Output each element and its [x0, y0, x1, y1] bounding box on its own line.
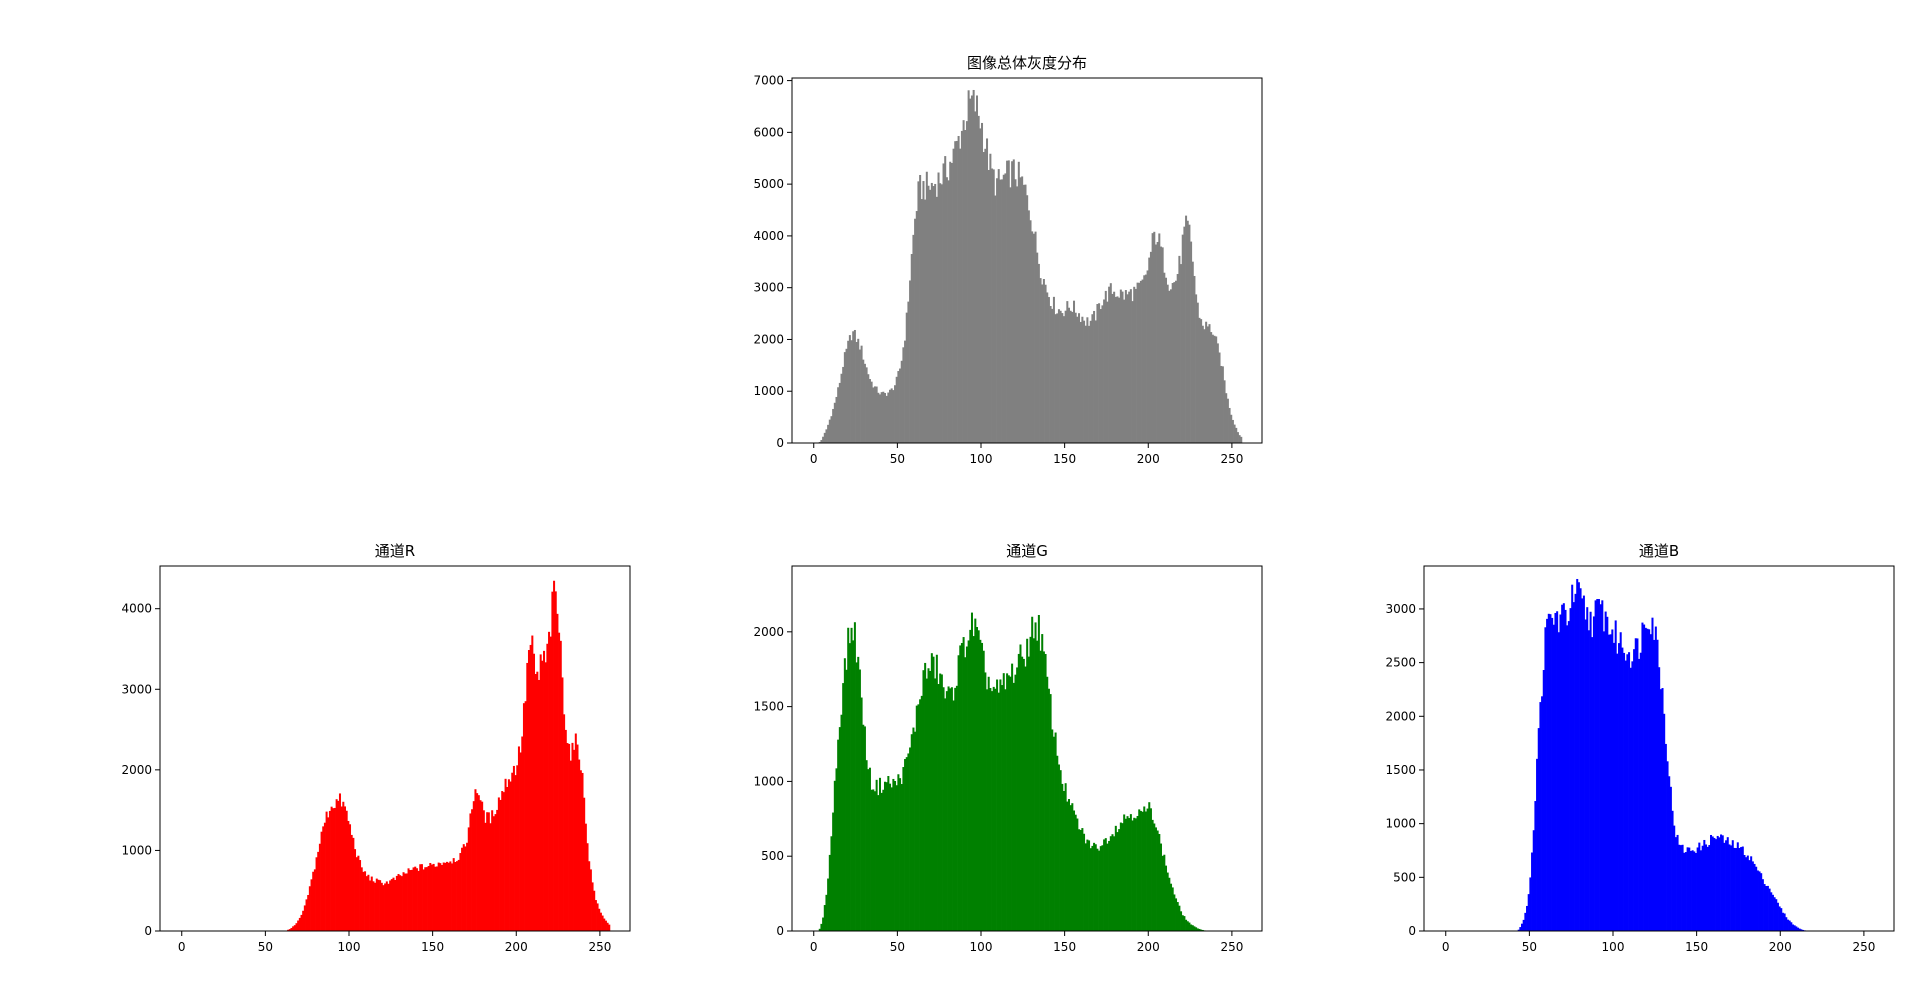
chart-title-gray: 图像总体灰度分布 [967, 54, 1087, 72]
x-tick-label: 250 [1220, 940, 1243, 954]
y-tick-label: 2000 [121, 763, 152, 777]
x-tick-label: 0 [178, 940, 186, 954]
x-tick-label: 100 [338, 940, 361, 954]
x-tick-label: 150 [1053, 940, 1076, 954]
chart-title-r: 通道R [375, 542, 415, 560]
x-tick-label: 200 [1137, 940, 1160, 954]
x-tick-label: 150 [1053, 452, 1076, 466]
x-tick-label: 0 [810, 452, 818, 466]
y-tick-label: 6000 [753, 125, 784, 139]
x-tick-label: 150 [421, 940, 444, 954]
x-tick-label: 50 [890, 940, 905, 954]
subplot-g: 0 50 100 150 200 250 0 500 1000 1500 2000 通道G [753, 542, 1262, 954]
y-tick-label: 3000 [121, 682, 152, 696]
bars-gray [819, 90, 1243, 443]
x-tick-label: 200 [1137, 452, 1160, 466]
y-tick-label: 2000 [753, 332, 784, 346]
histogram-bar [1240, 437, 1242, 443]
x-tick-label: 50 [258, 940, 273, 954]
bars-r [285, 581, 610, 931]
x-tick-label: 250 [1220, 452, 1243, 466]
y-tick-label: 500 [761, 849, 784, 863]
y-tick-label: 2000 [1385, 709, 1416, 723]
y-tick-label: 1000 [121, 843, 152, 857]
bars-b [1518, 579, 1808, 931]
x-tick-label: 200 [505, 940, 528, 954]
x-tick-label: 250 [588, 940, 611, 954]
y-tick-label: 3000 [1385, 602, 1416, 616]
y-tick-label: 1500 [1385, 763, 1416, 777]
y-tick-label: 7000 [753, 74, 784, 88]
y-tick-label: 2500 [1385, 656, 1416, 670]
y-tick-label: 2000 [753, 625, 784, 639]
x-tick-label: 150 [1685, 940, 1708, 954]
y-tick-label: 500 [1393, 870, 1416, 884]
bars-g [819, 613, 1207, 931]
x-tick-label: 100 [970, 940, 993, 954]
x-tick-label: 100 [1602, 940, 1625, 954]
y-tick-label: 0 [144, 924, 152, 938]
subplot-r: 0 50 100 150 200 250 0 1000 2000 3000 4000 通道R [121, 542, 630, 954]
subplot-gray: 0 50 100 150 200 250 0 1000 2000 3000 4000 5000 6000… [753, 54, 1262, 466]
y-tick-label: 3000 [753, 281, 784, 295]
y-tick-label: 4000 [121, 602, 152, 616]
y-tick-label: 1000 [753, 774, 784, 788]
y-tick-label: 4000 [753, 229, 784, 243]
x-tick-label: 50 [890, 452, 905, 466]
y-tick-label: 0 [776, 924, 784, 938]
y-tick-label: 1000 [753, 384, 784, 398]
y-tick-label: 5000 [753, 177, 784, 191]
x-tick-label: 0 [1442, 940, 1450, 954]
x-tick-label: 0 [810, 940, 818, 954]
x-tick-label: 100 [970, 452, 993, 466]
chart-title-g: 通道G [1006, 542, 1048, 560]
y-tick-label: 0 [776, 436, 784, 450]
histogram-bar [608, 925, 610, 931]
y-tick-label: 1000 [1385, 817, 1416, 831]
y-tick-label: 0 [1408, 924, 1416, 938]
x-tick-label: 250 [1852, 940, 1875, 954]
x-tick-label: 200 [1769, 940, 1792, 954]
x-tick-label: 50 [1522, 940, 1537, 954]
chart-title-b: 通道B [1639, 542, 1679, 560]
y-tick-label: 1500 [753, 700, 784, 714]
